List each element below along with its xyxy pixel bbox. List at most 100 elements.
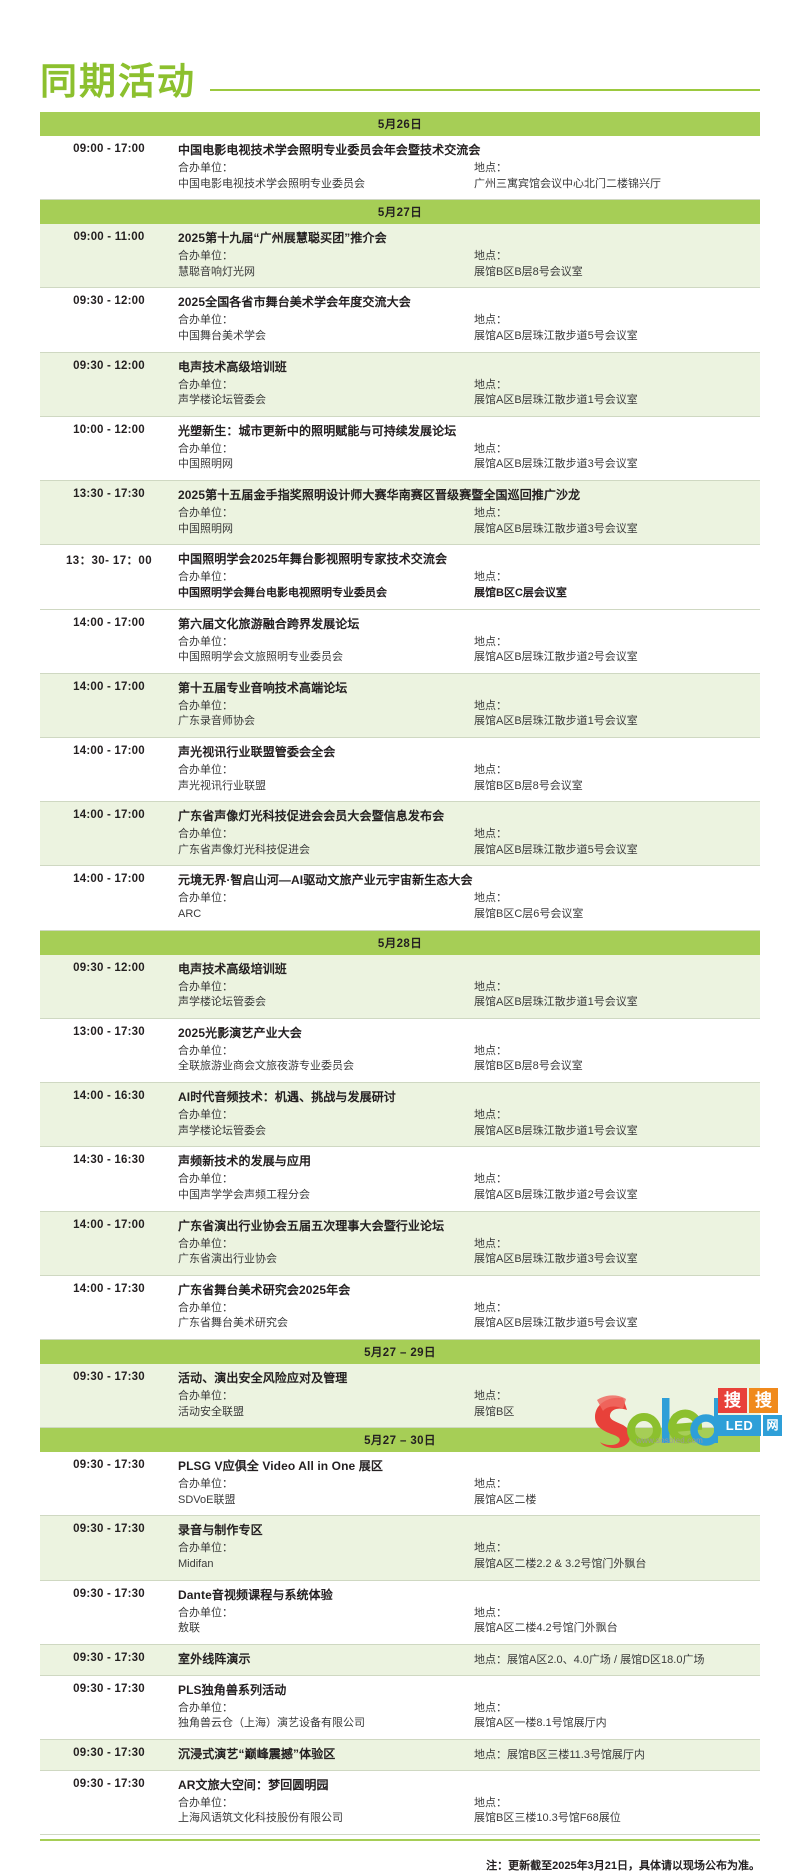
event-time: 14:00 - 17:00 bbox=[73, 809, 145, 822]
schedule-row: 14:00 - 16:30 AI时代音频技术：机遇、挑战与发展研讨 合办单位： 声学楼… bbox=[40, 1082, 760, 1147]
venue-value: 展馆A区二楼2.2 & 3.2号馆门外飘台 bbox=[474, 1557, 647, 1570]
row-time-cell: 09:30 - 17:30 bbox=[40, 1515, 178, 1581]
event-meta-grid: 合办单位： 广东录音师协会 地点： 展馆A区B层珠江散步道1号会议室 bbox=[178, 699, 760, 730]
event-organizer-column: 合办单位： 广东省舞台美术研究会 bbox=[178, 1301, 474, 1332]
schedule-row: 14:00 - 17:00 第六届文化旅游融合跨界发展论坛 合办单位： 中国照明学会文… bbox=[40, 609, 760, 674]
event-meta-grid: 合办单位： 中国照明网 地点： 展馆A区B层珠江散步道3号会议室 bbox=[178, 442, 760, 473]
event-title: Dante音视频课程与系统体验 bbox=[178, 1587, 333, 1602]
event-title: 中国电影电视技术学会照明专业委员会年会暨技术交流会 bbox=[178, 143, 481, 157]
venue-value: 展馆A区B层珠江散步道5号会议室 bbox=[474, 843, 638, 856]
event-venue-column: 地点： 展馆A区B层珠江散步道3号会议室 bbox=[474, 1237, 760, 1268]
event-venue-column: 地点： 展馆A区二楼4.2号馆门外飘台 bbox=[474, 1606, 760, 1637]
event-title: 2025第十五届金手指奖照明设计师大赛华南赛区晋级赛暨全国巡回推广沙龙 bbox=[178, 488, 581, 503]
event-meta-grid: 合办单位： 中国照明网 地点： 展馆A区B层珠江散步道3号会议室 bbox=[178, 506, 760, 537]
row-time-cell: 09:30 - 12:00 bbox=[40, 352, 178, 417]
event-detail: 第六届文化旅游融合跨界发展论坛 合办单位： 中国照明学会文旅照明专业委员会 地点： 展馆… bbox=[178, 610, 760, 673]
event-detail: Dante音视频课程与系统体验 合办单位： 敖联 地点： 展馆A区二楼4.2号馆门外飘台 bbox=[178, 1581, 760, 1644]
venue-value: 展馆B区B层8号会议室 bbox=[474, 265, 583, 278]
organizer-value: 中国照明网 bbox=[178, 458, 233, 471]
row-detail-cell: PLSG V应俱全 Video All in One 展区 合办单位： SDVoE联… bbox=[178, 1452, 760, 1516]
row-detail-cell: 2025光影演艺产业大会合办单位： 全联旅游业商会文旅夜游专业委员会 地点： 展馆B区… bbox=[178, 1018, 760, 1083]
event-meta-grid: 合办单位： 活动安全联盟 地点： 展馆B区 bbox=[178, 1389, 760, 1420]
event-detail: 光塑新生：城市更新中的照明赋能与可持续发展论坛 合办单位： 中国照明网 地点： 展馆A区… bbox=[178, 417, 760, 480]
event-title: PLSG V应俱全 Video All in One 展区 bbox=[178, 1459, 383, 1474]
venue-value: 展馆A区B层珠江散步道3号会议室 bbox=[474, 1253, 638, 1266]
row-detail-cell: 中国照明学会2025年舞台影视照明专家技术交流会 合办单位： 中国照明学会舞台电影电… bbox=[178, 544, 760, 610]
venue-value: 展馆A区二楼4.2号馆门外飘台 bbox=[474, 1622, 618, 1635]
organizer-value: 中国声学学会声频工程分会 bbox=[178, 1188, 310, 1201]
event-detail: AI时代音频技术：机遇、挑战与发展研讨 合办单位： 声学楼论坛管委会 地点： 展馆A区B… bbox=[178, 1083, 760, 1146]
organizer-label: 合办单位： bbox=[178, 635, 233, 648]
event-organizer-column: 合办单位： 声学楼论坛管委会 bbox=[178, 980, 474, 1011]
schedule-row: 13:00 - 17:30 2025光影演艺产业大会 合办单位： 全联旅游业商会文旅夜… bbox=[40, 1018, 760, 1083]
event-time: 14:00 - 17:00 bbox=[73, 873, 145, 886]
event-time: 09:30 - 17:30 bbox=[73, 1370, 145, 1383]
schedule-row: 14:00 - 17:00 第十五届专业音响技术高端论坛 合办单位： 广东录音师协会 地… bbox=[40, 673, 760, 738]
event-time: 09:30 - 17:30 bbox=[73, 1682, 145, 1695]
row-time-cell: 13:30 - 17:30 bbox=[40, 480, 178, 545]
schedule-row: 14:30 - 16:30 声频新技术的发展与应用 合办单位： 中国声学学会声频工程分… bbox=[40, 1146, 760, 1211]
row-time-cell: 14:30 - 16:30 bbox=[40, 1146, 178, 1211]
event-meta-grid: 合办单位： 上海风语筑文化科技股份有限公司 地点： 展馆B区三楼10.3号馆F68展位 bbox=[178, 1796, 760, 1827]
venue-label: 地点： bbox=[474, 162, 507, 174]
schedule-row: 09:30 - 12:00 电声技术高级培训班 合办单位： 声学楼论坛管委会 地点： 展馆… bbox=[40, 352, 760, 417]
organizer-value: 中国照明学会舞台电影电视照明专业委员会 bbox=[178, 586, 387, 599]
event-title: 第六届文化旅游融合跨界发展论坛 bbox=[178, 616, 360, 631]
event-title: 广东省声像灯光科技促进会会员大会暨信息发布会 bbox=[178, 809, 445, 824]
row-time-cell: 14:00 - 17:00 bbox=[40, 673, 178, 738]
venue-label: 地点： bbox=[474, 378, 507, 391]
organizer-value: 活动安全联盟 bbox=[178, 1405, 244, 1418]
row-detail-cell: 声光视讯行业联盟管委会全会 合办单位： 声光视讯行业联盟 地点： 展馆B区B层8号会议室 bbox=[178, 737, 760, 802]
schedule-table: 5月26日 09:00 - 17:00 中国电影电视技术学会照明专业委员会年会暨技术… bbox=[40, 112, 760, 1835]
venue-label: 地点： bbox=[474, 1606, 507, 1619]
organizer-value: 广东省舞台美术研究会 bbox=[178, 1317, 288, 1330]
event-venue-column: 地点： 展馆A区B层珠江散步道5号会议室 bbox=[474, 1301, 760, 1332]
row-time-cell: 09:30 - 12:00 bbox=[40, 954, 178, 1019]
footnote: 注：更新截至2025年3月21日，具体请以现场公布为准。 bbox=[486, 1859, 760, 1872]
row-detail-cell: 第六届文化旅游融合跨界发展论坛 合办单位： 中国照明学会文旅照明专业委员会 地点： 展馆… bbox=[178, 609, 760, 674]
row-time-cell: 09:30 - 12:00 bbox=[40, 287, 178, 353]
event-organizer-column: 合办单位： 广东录音师协会 bbox=[178, 699, 474, 730]
row-detail-cell: 广东省演出行业协会五届五次理事大会暨行业论坛 合办单位： 广东省演出行业协会 地点： 展… bbox=[178, 1211, 760, 1276]
event-meta-grid: 合办单位： 全联旅游业商会文旅夜游专业委员会 地点： 展馆B区B层8号会议室 bbox=[178, 1044, 760, 1075]
row-time-cell: 09:30 - 17:30 bbox=[40, 1770, 178, 1835]
event-organizer-column: 合办单位： 中国照明网 bbox=[178, 442, 474, 473]
venue-label: 地点： bbox=[474, 1109, 507, 1122]
venue-label: 地点： bbox=[474, 892, 507, 905]
event-title: 声频新技术的发展与应用 bbox=[178, 1154, 312, 1169]
event-detail: 2025第十九届“广州展慧聪买团”推介会 合办单位： 慧聪音响灯光网 地点： 展馆B区B… bbox=[178, 224, 760, 287]
event-venue-inline: 地点：展馆B区三楼11.3号馆展厅内 bbox=[474, 1748, 645, 1761]
event-meta-grid: 合办单位： 声学楼论坛管委会 地点： 展馆A区B层珠江散步道1号会议室 bbox=[178, 980, 760, 1011]
venue-label: 地点： bbox=[474, 1478, 507, 1491]
event-venue-column: 地点： 广州三寓宾馆会议中心北门二楼锦兴厅 bbox=[474, 161, 760, 192]
schedule-row: 09:30 - 17:30 沉浸式演艺“巅峰震撼”体验区 地点：展馆B区三楼11.3… bbox=[40, 1739, 760, 1771]
event-title: AI时代音频技术：机遇、挑战与发展研讨 bbox=[178, 1090, 396, 1105]
organizer-label: 合办单位： bbox=[178, 1301, 233, 1314]
row-time-cell: 09:30 - 17:30 bbox=[40, 1739, 178, 1771]
organizer-label: 合办单位： bbox=[178, 1044, 233, 1057]
row-detail-cell: 电声技术高级培训班 合办单位： 声学楼论坛管委会 地点： 展馆A区B层珠江散步道1号会议… bbox=[178, 352, 760, 417]
event-venue-column: 地点： 展馆B区 bbox=[474, 1389, 760, 1420]
event-meta-grid: 合办单位： 中国电影电视技术学会照明专业委员会 地点： 广州三寓宾馆会议中心北门二楼锦… bbox=[178, 161, 760, 192]
date-band-label: 5月27 – 29日 bbox=[40, 1339, 760, 1364]
event-venue-column: 地点： 展馆B区B层8号会议室 bbox=[474, 763, 760, 794]
event-venue-column: 地点： 展馆B区B层8号会议室 bbox=[474, 249, 760, 280]
organizer-label: 合办单位： bbox=[178, 699, 233, 712]
event-title: 中国照明学会2025年舞台影视照明专家技术交流会 bbox=[178, 552, 448, 567]
organizer-label: 合办单位： bbox=[178, 442, 233, 455]
event-venue-column: 地点： 展馆A区B层珠江散步道5号会议室 bbox=[474, 827, 760, 858]
venue-value: 展馆B区C层会议室 bbox=[474, 586, 567, 599]
event-detail: 元境无界·智启山河—AI驱动文旅产业元宇宙新生态大会 合办单位： ARC 地点： 展馆B… bbox=[178, 866, 760, 929]
event-title: 2025光影演艺产业大会 bbox=[178, 1025, 302, 1040]
row-time-cell: 14:00 - 17:00 bbox=[40, 609, 178, 674]
conference-schedule-page: 同期活动 5月26日 09:00 - 17:00 中国电影电视技术学会照明专业委员会… bbox=[40, 63, 782, 1872]
event-detail: 中国照明学会2025年舞台影视照明专家技术交流会 合办单位： 中国照明学会舞台电影电… bbox=[178, 545, 760, 608]
event-time: 09:30 - 17:30 bbox=[73, 1459, 145, 1472]
organizer-label: 合办单位： bbox=[178, 507, 233, 520]
venue-value: 展馆A区B层珠江散步道1号会议室 bbox=[474, 996, 638, 1009]
event-detail: 活动、演出安全风险应对及管理 合办单位： 活动安全联盟 地点： 展馆B区 bbox=[178, 1364, 760, 1427]
organizer-label: 合办单位： bbox=[178, 250, 233, 263]
event-detail: 广东省声像灯光科技促进会会员大会暨信息发布会 合办单位： 广东省声像灯光科技促进会 地… bbox=[178, 802, 760, 865]
event-title: PLS独角兽系列活动 bbox=[178, 1682, 287, 1697]
venue-label: 地点： bbox=[474, 980, 507, 993]
